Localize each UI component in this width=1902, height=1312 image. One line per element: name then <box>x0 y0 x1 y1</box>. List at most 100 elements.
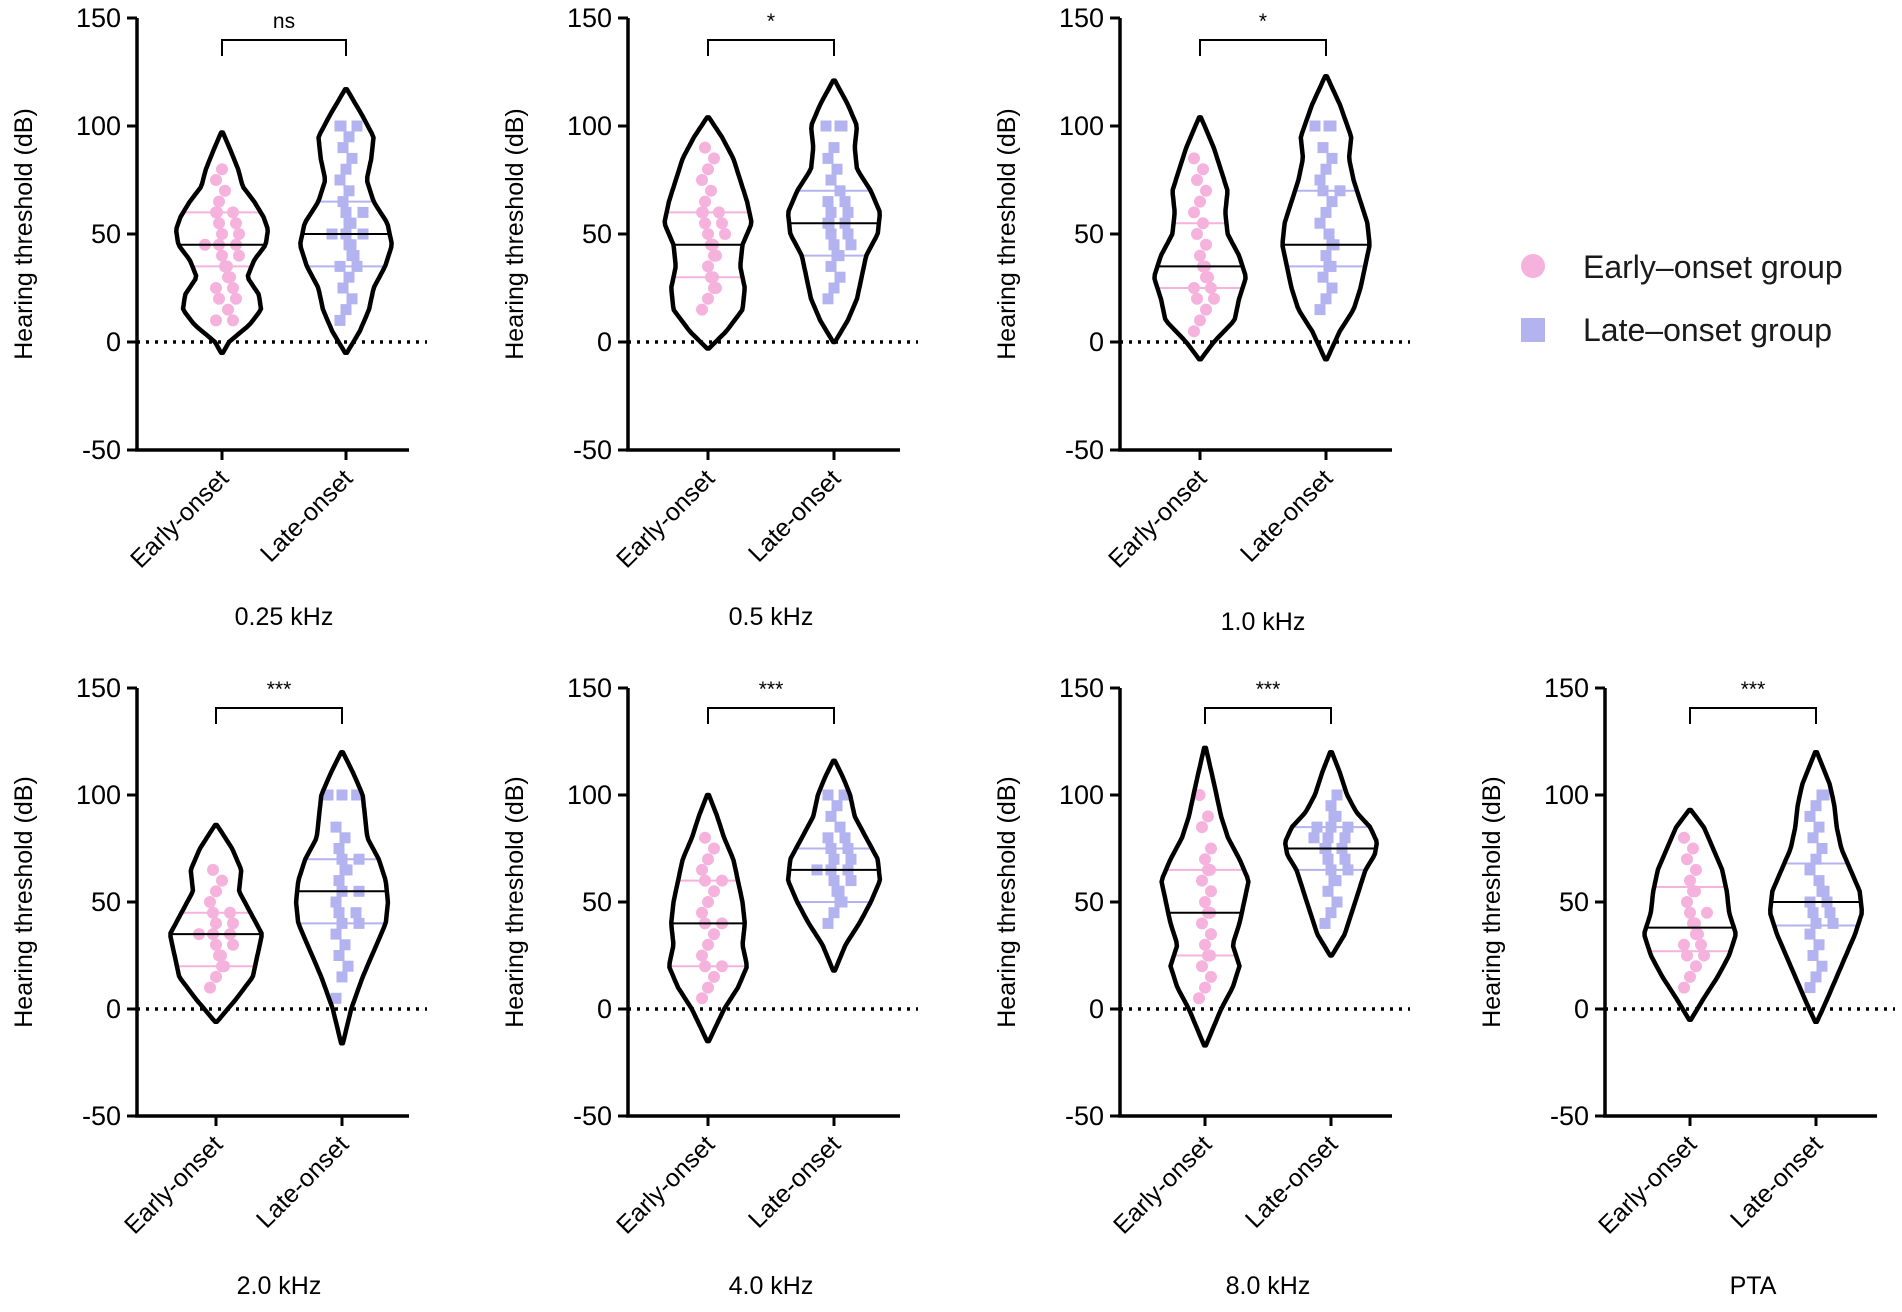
data-point <box>210 282 222 294</box>
y-tick-label: -50 <box>573 1101 612 1131</box>
data-point <box>1807 950 1819 961</box>
frequency-label: 1.0 kHz <box>1221 608 1306 636</box>
frequency-label: 0.5 kHz <box>729 603 814 631</box>
data-point <box>1804 928 1816 940</box>
data-point <box>719 228 731 240</box>
violin-outline <box>1280 74 1372 362</box>
x-tick-label: Late-onset <box>251 1130 354 1233</box>
y-tick-label: 150 <box>1059 3 1104 33</box>
data-point <box>699 217 711 230</box>
frequency-label: 8.0 kHz <box>1226 1272 1311 1300</box>
data-point <box>336 789 348 801</box>
data-point <box>227 314 239 327</box>
data-point <box>233 249 245 262</box>
data-point <box>702 228 714 240</box>
legend-label-early: Early–onset group <box>1583 249 1843 285</box>
violin-outline <box>662 115 754 351</box>
x-tick-label: Early-onset <box>1103 464 1212 573</box>
data-point <box>335 120 347 132</box>
data-point <box>1810 917 1822 929</box>
data-point <box>828 142 840 154</box>
data-point <box>1320 163 1332 175</box>
y-tick-label: 100 <box>1544 780 1589 810</box>
data-point <box>834 271 846 283</box>
y-axis-title: Hearing threshold (dB) <box>993 108 1021 360</box>
x-tick-label: Late-onset <box>743 464 846 567</box>
data-point <box>1197 163 1209 176</box>
y-tick-label: 150 <box>1059 673 1104 703</box>
data-point <box>1684 874 1696 887</box>
y-tick-label: 50 <box>1074 887 1104 917</box>
data-point <box>1818 885 1830 897</box>
data-point <box>1188 152 1200 165</box>
y-tick-label: 0 <box>1089 327 1104 357</box>
x-tick-label: Early-onset <box>1108 1130 1217 1239</box>
y-tick-label: 150 <box>76 673 121 703</box>
data-point <box>696 174 708 186</box>
data-point <box>702 981 714 994</box>
data-point <box>333 875 345 887</box>
data-point <box>207 863 219 876</box>
data-point <box>330 928 342 940</box>
violin-outline <box>1283 749 1379 958</box>
violin-outline <box>1159 745 1251 1048</box>
data-point <box>1330 810 1342 822</box>
data-point <box>216 874 228 887</box>
y-axis-title: Hearing threshold (dB) <box>501 776 529 1028</box>
data-point <box>210 174 222 186</box>
data-point <box>340 163 352 175</box>
data-point <box>710 249 722 262</box>
data-point <box>351 120 363 132</box>
data-point <box>1804 810 1816 822</box>
data-point <box>825 206 837 218</box>
violin-early <box>667 792 749 1044</box>
data-point <box>1810 853 1822 865</box>
violin-late <box>1280 74 1372 362</box>
x-tick-label: Early-onset <box>611 1130 720 1239</box>
y-axis-title: Hearing threshold (dB) <box>10 776 38 1028</box>
data-point <box>333 950 345 961</box>
violin-outline <box>168 822 264 1025</box>
x-tick-label: Late-onset <box>255 464 358 567</box>
x-tick-label: Late-onset <box>1725 1130 1828 1233</box>
data-point <box>1317 271 1329 283</box>
data-point <box>1678 938 1690 951</box>
data-point <box>1191 292 1203 305</box>
y-tick-label: 0 <box>106 994 121 1024</box>
data-point <box>219 184 231 197</box>
data-point <box>1695 938 1707 951</box>
data-point <box>1325 800 1337 812</box>
data-point <box>342 960 354 972</box>
data-point <box>845 875 857 887</box>
x-tick-label: Early-onset <box>119 1130 228 1239</box>
data-point <box>333 907 345 919</box>
y-axis-title: Hearing threshold (dB) <box>10 108 38 360</box>
data-point <box>343 131 355 143</box>
data-point <box>1687 842 1699 855</box>
data-point <box>1681 896 1693 908</box>
data-point <box>343 271 355 283</box>
violin-late <box>293 749 391 1046</box>
violin-early <box>1642 807 1738 1022</box>
data-point <box>1314 304 1326 316</box>
significance-label: ns <box>273 10 295 33</box>
data-point <box>834 821 846 833</box>
data-point <box>1199 853 1211 866</box>
legend-marker-early <box>1521 254 1545 278</box>
data-point <box>825 228 837 240</box>
data-point <box>1323 228 1335 240</box>
data-point <box>1339 832 1351 844</box>
data-point <box>330 992 342 1004</box>
data-point <box>1810 971 1822 983</box>
significance-bracket <box>1689 707 1817 724</box>
violin-outline <box>1768 749 1864 1025</box>
violin-late <box>785 758 883 973</box>
data-point <box>702 260 714 273</box>
data-point <box>828 875 840 887</box>
data-point <box>1205 928 1217 941</box>
data-point <box>705 184 717 197</box>
data-point <box>842 206 854 218</box>
